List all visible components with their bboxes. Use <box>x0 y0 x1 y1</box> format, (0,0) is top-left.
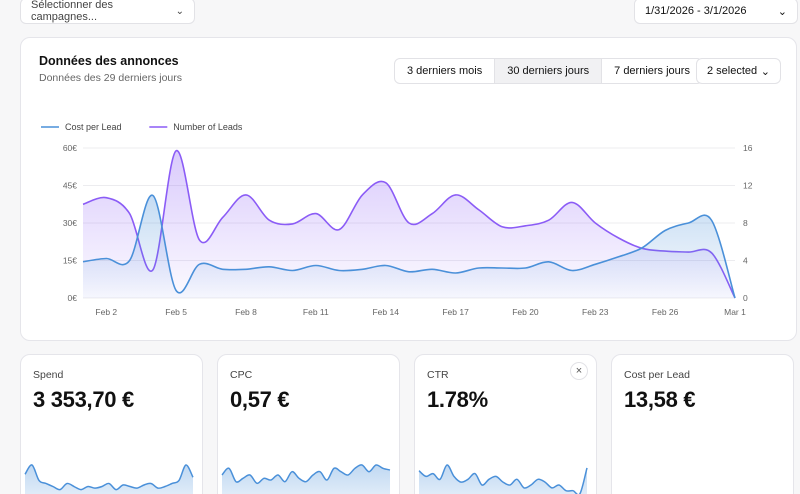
x-tick-label: Mar 1 <box>724 307 746 317</box>
x-tick-label: Feb 5 <box>165 307 187 317</box>
y-left-tick-label: 15€ <box>63 256 77 266</box>
campaign-select-placeholder: Sélectionner des campagnes... <box>31 0 113 23</box>
kpi-label: Spend <box>33 369 64 381</box>
range-30-days-button[interactable]: 30 derniers jours <box>495 59 603 83</box>
legend-label: Number of Leads <box>173 122 243 132</box>
kpi-card-ctr: CTR 1.78% × <box>414 354 597 494</box>
x-tick-label: Feb 2 <box>95 307 117 317</box>
series-cost-per-lead-area <box>83 195 735 298</box>
y-left-tick-label: 0€ <box>68 293 78 303</box>
sparkline-area <box>25 464 193 494</box>
close-icon[interactable]: × <box>570 362 588 380</box>
kpi-sparkline <box>24 464 194 494</box>
x-tick-label: Feb 14 <box>372 307 399 317</box>
kpi-label: Cost per Lead <box>624 369 690 381</box>
sparkline-line <box>418 464 588 494</box>
y-left-tick-label: 30€ <box>63 218 77 228</box>
y-left-tick-label: 45€ <box>63 181 77 191</box>
date-range-value: 1/31/2026 - 3/1/2026 <box>645 5 747 17</box>
kpi-card-cost-per-lead: Cost per Lead 13,58 € <box>611 354 794 494</box>
y-right-tick-label: 12 <box>743 181 753 191</box>
y-right-tick-label: 16 <box>743 143 753 153</box>
kpi-card-cpc: CPC 0,57 € <box>217 354 400 494</box>
ads-chart: 0€ 15€ 30€ 45€ 60€ 0 4 8 12 16 Feb 2 Feb 5 Feb 8 Feb … <box>41 122 753 317</box>
y-right-tick-label: 0 <box>743 293 748 303</box>
metrics-select-value: 2 selected <box>707 65 758 77</box>
card-title: Données des annonces <box>39 54 179 68</box>
x-tick-label: Feb 23 <box>582 307 609 317</box>
y-left-tick-label: 60€ <box>63 143 77 153</box>
x-tick-label: Feb 17 <box>442 307 469 317</box>
kpi-card-spend: Spend 3 353,70 € <box>20 354 203 494</box>
series-number-of-leads-area <box>83 150 735 298</box>
kpi-label: CPC <box>230 369 253 381</box>
card-subtitle: Données des 29 derniers jours <box>39 72 183 84</box>
kpi-value: 3 353,70 € <box>33 387 134 412</box>
kpi-value: 1.78% <box>427 387 488 412</box>
x-tick-label: Feb 20 <box>512 307 539 317</box>
x-tick-label: Feb 11 <box>303 307 329 317</box>
legend-label: Cost per Lead <box>65 122 122 132</box>
filter-bar: Sélectionner des campagnes... ⌄ 1/31/202… <box>0 0 800 28</box>
sparkline-line <box>24 464 194 491</box>
kpi-sparkline <box>221 464 391 494</box>
kpi-label: CTR <box>427 369 449 381</box>
kpi-value: 13,58 € <box>624 387 696 412</box>
x-tick-label: Feb 26 <box>652 307 679 317</box>
y-right-tick-label: 8 <box>743 218 748 228</box>
chevron-down-icon: ⌄ <box>760 65 770 78</box>
chevron-down-icon: ⌄ <box>777 5 787 18</box>
metrics-select[interactable]: 2 selected ⌄ <box>696 58 781 84</box>
range-toggle-group: 3 derniers mois 30 derniers jours 7 dern… <box>394 58 703 84</box>
date-range-select[interactable]: 1/31/2026 - 3/1/2026 ⌄ <box>634 0 798 24</box>
series-cost-per-lead-line <box>82 194 736 299</box>
sparkline-area <box>222 464 390 494</box>
x-tick-label: Feb 8 <box>235 307 257 317</box>
ads-data-card: Données des annonces Données des 29 dern… <box>20 37 797 341</box>
sparkline-area <box>419 464 587 494</box>
chevron-down-icon: ⌄ <box>175 5 184 17</box>
range-3-months-button[interactable]: 3 derniers mois <box>395 59 496 83</box>
campaign-select[interactable]: Sélectionner des campagnes... ⌄ <box>20 0 195 24</box>
y-right-tick-label: 4 <box>743 256 748 266</box>
range-7-days-button[interactable]: 7 derniers jours <box>614 65 690 77</box>
kpi-value: 0,57 € <box>230 387 290 412</box>
sparkline-line <box>221 464 391 485</box>
kpi-sparkline <box>418 464 588 494</box>
series-number-of-leads-line <box>82 149 736 299</box>
